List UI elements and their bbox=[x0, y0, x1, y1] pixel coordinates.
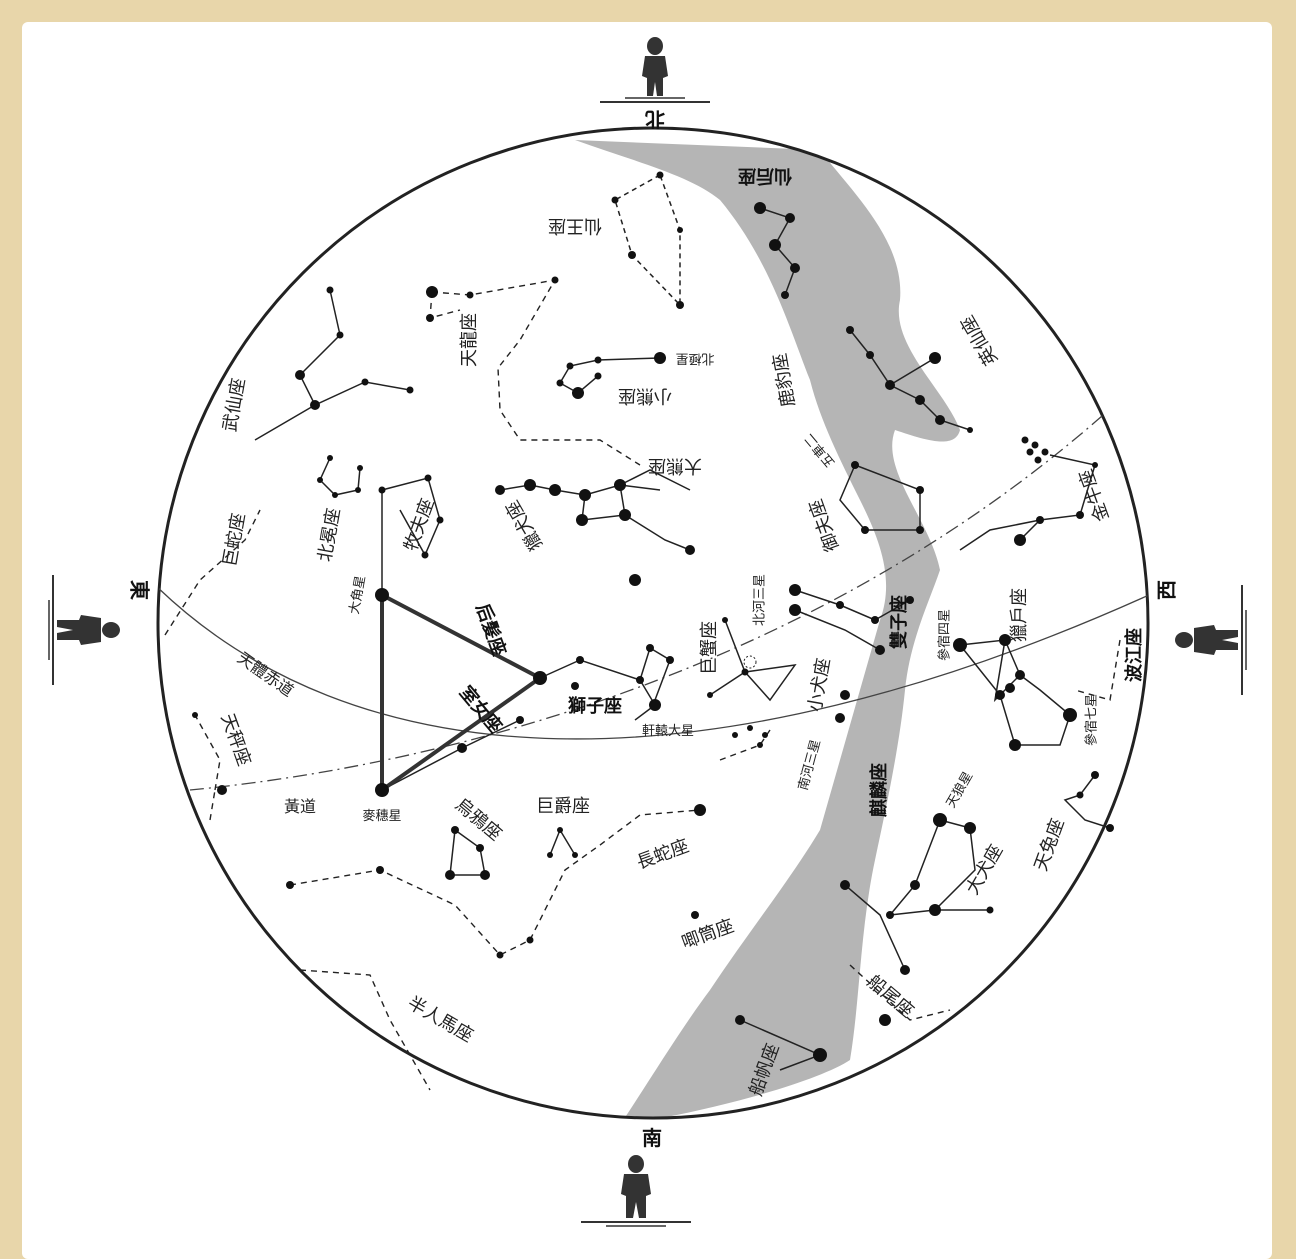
label-gemini: 雙子座 bbox=[888, 595, 910, 649]
observer-figure-north bbox=[600, 37, 710, 103]
direction-north: 北 bbox=[645, 108, 665, 132]
observer-figure-south bbox=[581, 1155, 691, 1227]
label-ecliptic: 黃道 bbox=[284, 797, 316, 816]
observer-figure-east bbox=[48, 575, 120, 685]
label-corvus: 烏鴉座 bbox=[451, 794, 506, 845]
label-ursa-minor: 小熊座 bbox=[618, 385, 672, 406]
direction-west: 西 bbox=[1155, 580, 1179, 600]
label-serpens: 巨蛇座 bbox=[219, 512, 249, 569]
label-hydra: 長蛇座 bbox=[634, 835, 692, 873]
label-canis-minor: 小犬座 bbox=[804, 657, 834, 714]
label-coma-berenices: 后髮座 bbox=[471, 601, 510, 659]
label-spica: 麥穗星 bbox=[362, 808, 401, 824]
horizon-circle bbox=[156, 126, 1150, 1120]
label-betelgeuse: 參宿四星 bbox=[937, 609, 953, 661]
spring-triangle bbox=[380, 593, 542, 792]
label-orion: 獵戶座 bbox=[1009, 588, 1030, 642]
label-hercules: 武仙座 bbox=[219, 377, 249, 434]
label-draco: 天龍座 bbox=[459, 313, 480, 367]
label-monoceros: 麒麟座 bbox=[868, 763, 890, 817]
label-auriga: 御夫座 bbox=[805, 496, 843, 554]
label-regulus: 軒轅大星 bbox=[642, 724, 694, 739]
castor-pollux-marker bbox=[743, 655, 757, 669]
label-castor-pollux: 北河三星 bbox=[753, 574, 768, 626]
label-centaurus: 半人馬座 bbox=[404, 992, 477, 1046]
label-celestial-equator: 天體赤道 bbox=[234, 648, 297, 700]
label-crater: 巨爵座 bbox=[536, 796, 590, 817]
label-procyon: 南河三星 bbox=[795, 738, 824, 792]
label-corona-borealis: 北冕座 bbox=[314, 507, 344, 564]
celestial-equator-line bbox=[158, 579, 1148, 740]
label-cepheus: 仙王座 bbox=[548, 215, 602, 236]
ecliptic-line bbox=[189, 399, 1121, 791]
label-eridanus: 波江座 bbox=[1123, 628, 1145, 682]
map-frame bbox=[22, 22, 1272, 1259]
label-antlia: 唧筒座 bbox=[679, 915, 737, 953]
label-camelopardalis: 鹿豹座 bbox=[769, 352, 799, 409]
label-lepus: 天兔座 bbox=[1030, 816, 1068, 874]
label-sirius: 天狼星 bbox=[944, 769, 976, 810]
label-canis-major: 大犬座 bbox=[962, 841, 1007, 898]
label-libra: 天秤座 bbox=[216, 711, 254, 769]
direction-south: 南 bbox=[642, 1126, 662, 1150]
label-cancer: 巨蟹座 bbox=[699, 621, 720, 675]
milky-way-band bbox=[575, 140, 960, 1118]
observer-figure-west bbox=[1175, 585, 1247, 695]
label-cassiopeia: 仙后座 bbox=[738, 165, 792, 187]
label-perseus: 英仙座 bbox=[957, 312, 1002, 369]
direction-east: 東 bbox=[128, 580, 152, 600]
stars bbox=[192, 171, 1114, 1062]
label-canes-venatici: 獵犬座 bbox=[502, 497, 547, 554]
label-rigel: 參宿七星 bbox=[1084, 694, 1100, 746]
label-leo: 獅子座 bbox=[568, 695, 622, 717]
label-ursa-major: 大熊座 bbox=[648, 455, 702, 476]
label-polaris: 北極星 bbox=[675, 351, 714, 367]
label-arcturus: 大角星 bbox=[347, 574, 369, 615]
label-bootes: 牧夫座 bbox=[400, 496, 438, 554]
label-puppis: 船尾座 bbox=[863, 971, 918, 1022]
